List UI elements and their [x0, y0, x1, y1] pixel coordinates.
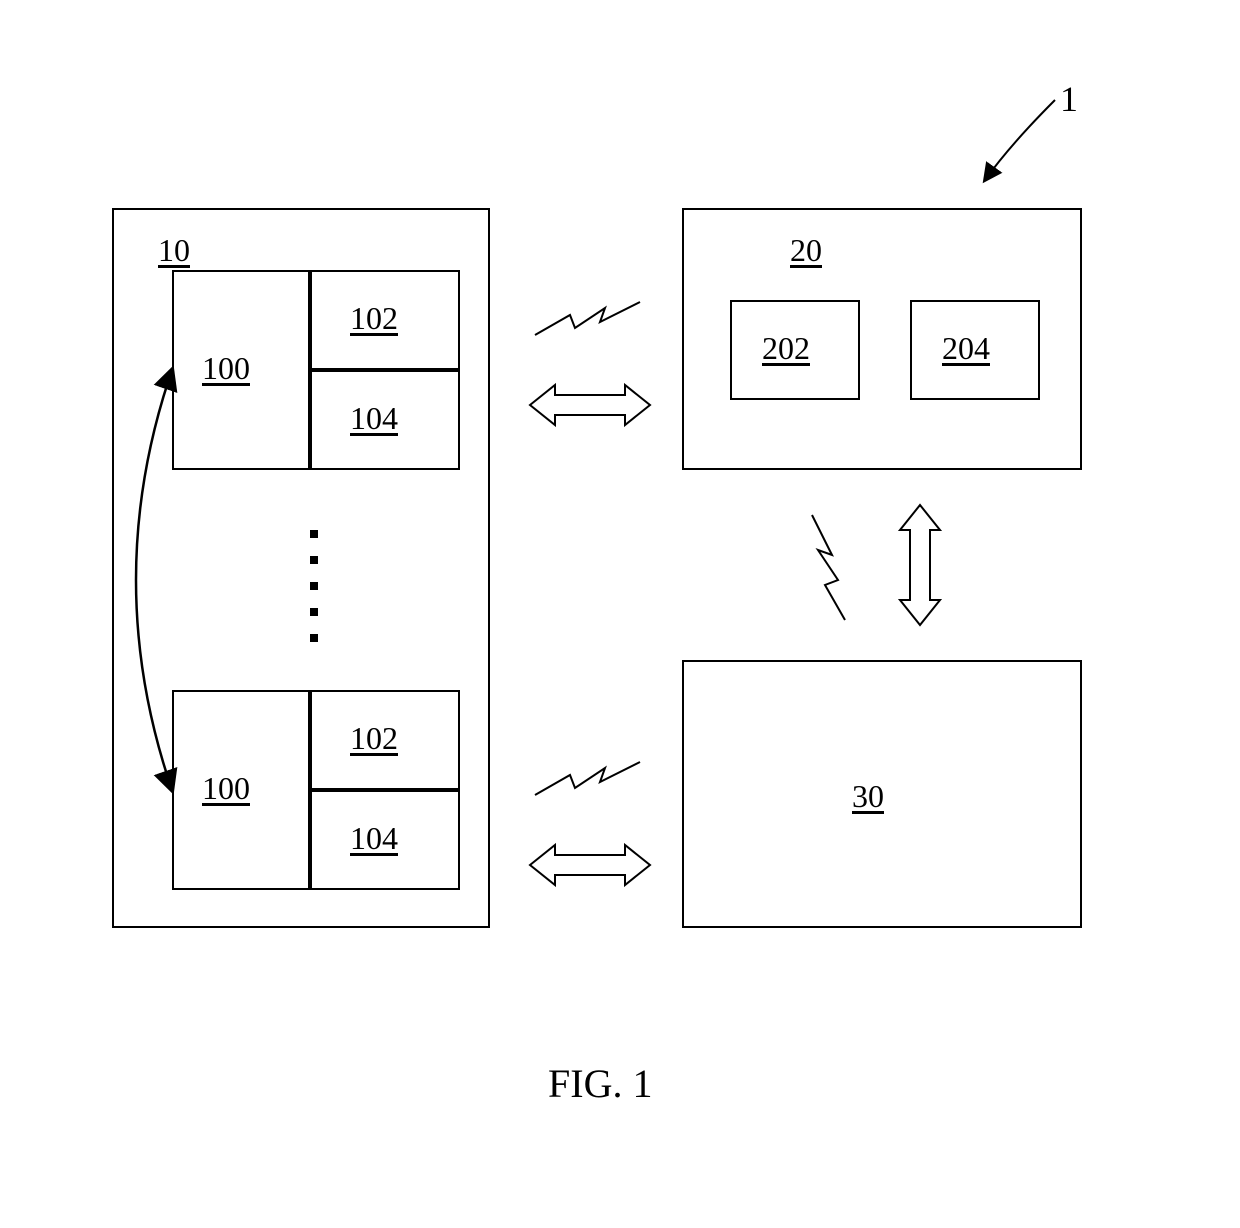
system-label-1: 1: [1060, 78, 1078, 120]
figure-caption: FIG. 1: [548, 1060, 652, 1107]
callout-arrow-icon: [0, 0, 1240, 1228]
